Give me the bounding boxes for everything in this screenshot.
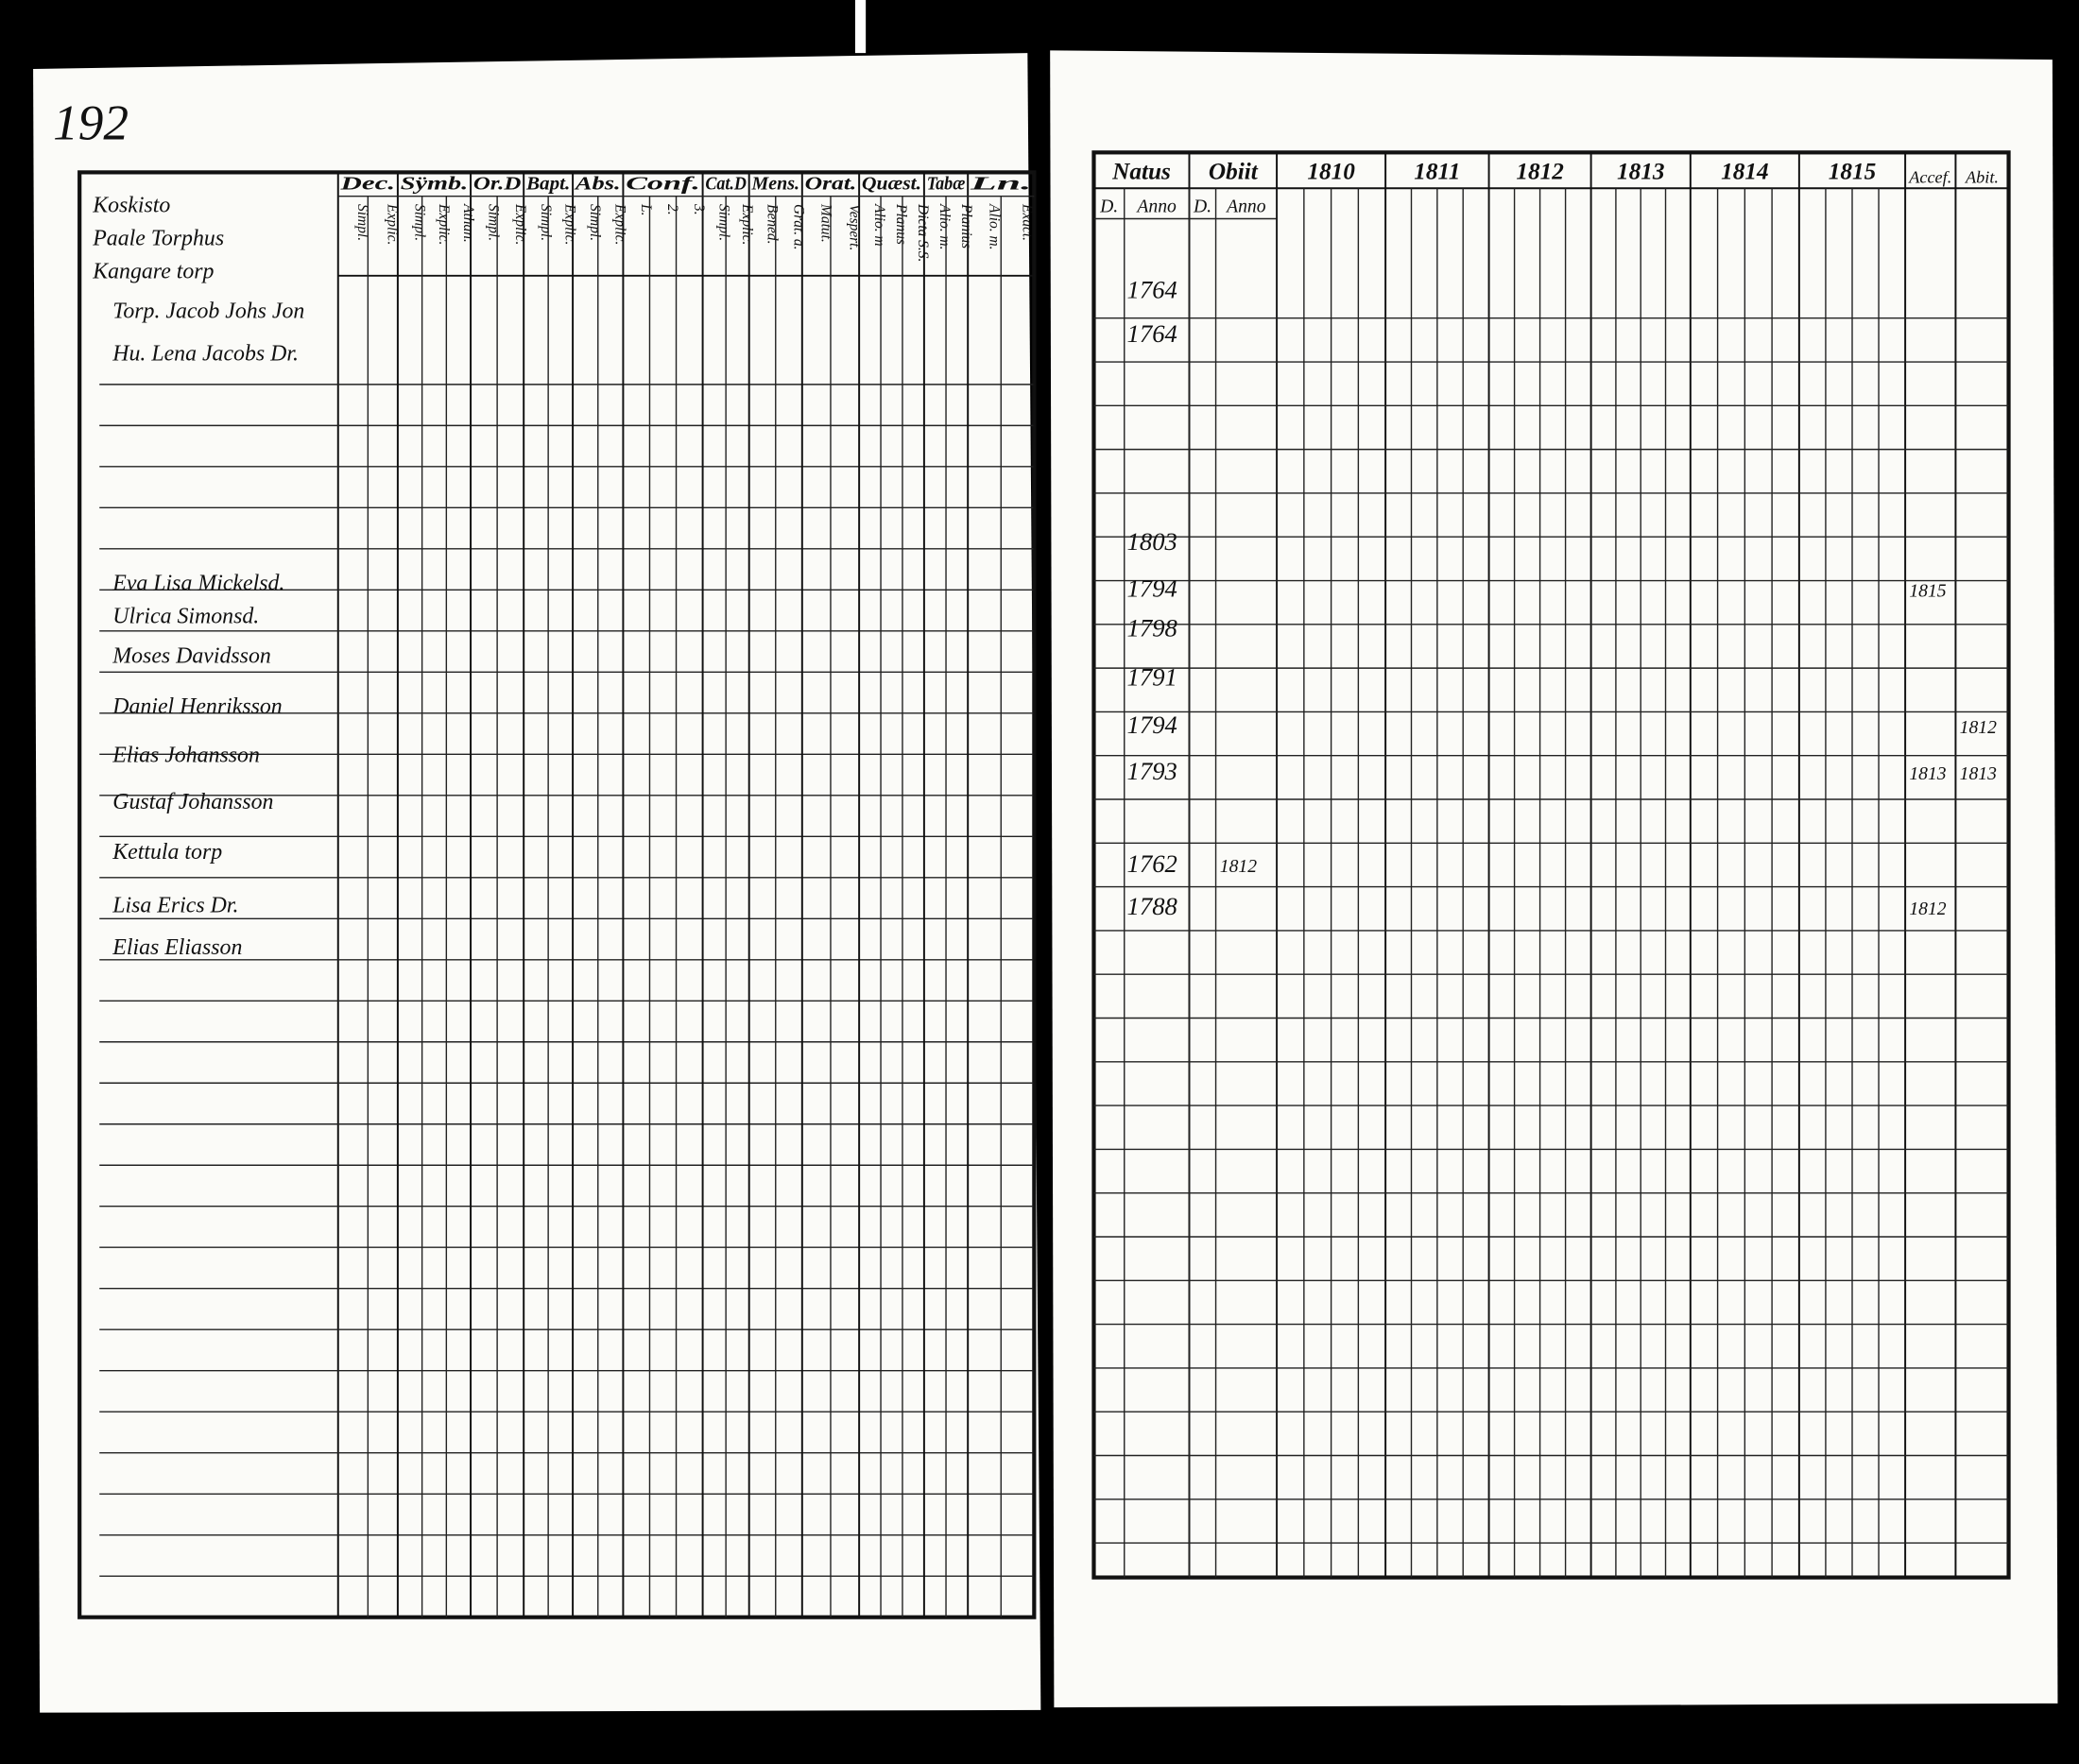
column-header: Quæst.	[862, 174, 921, 195]
departure-year: 1813	[1960, 763, 1997, 784]
column-header: Bapt.	[525, 174, 570, 195]
column-header: Cat.D	[705, 174, 746, 195]
sub-header: Simpl.	[354, 204, 370, 241]
column-header: Obiit	[1209, 158, 1259, 184]
column-header: Abit.	[1965, 168, 1999, 187]
birth-year: 1803	[1127, 527, 1177, 556]
sub-header: Alio. m.	[936, 203, 953, 249]
departure-year: 1812	[1960, 717, 1997, 738]
sub-header: Dicta S.S.	[915, 203, 931, 262]
sub-header: Alio. m	[871, 203, 887, 247]
person-name: Elias Eliasson	[112, 935, 242, 960]
spread: 192 Koskisto Paale Torphus Kangare torp Dec…	[33, 0, 2058, 1713]
place-label: Paale Torphus	[92, 227, 224, 251]
sub-header: Exact.	[1019, 203, 1035, 241]
sub-header: Explic.	[612, 203, 628, 245]
birth-year: 1794	[1127, 711, 1177, 739]
person-name: Moses Davidsson	[112, 644, 271, 669]
birth-year: 1794	[1127, 574, 1177, 602]
birth-year: 1764	[1127, 319, 1177, 348]
binding	[854, 0, 867, 54]
column-header: Natus	[1111, 158, 1171, 184]
sub-header: Planus	[893, 203, 909, 245]
person-name: Elias Johansson	[112, 744, 260, 768]
accession-year: 1812	[1909, 899, 1946, 919]
year-header: 1815	[1829, 158, 1876, 184]
person-name: Daniel Henriksson	[112, 694, 282, 719]
sub-header: Simpl.	[411, 204, 427, 241]
sub-header: Vespert.	[847, 204, 863, 250]
birth-year: 1764	[1127, 276, 1177, 304]
birth-year: 1793	[1127, 757, 1177, 785]
right-leaf	[1050, 50, 2058, 1708]
sub-header: Grat. a.	[790, 204, 806, 249]
column-header: Abs.	[573, 174, 620, 195]
column-header: Tabæ	[927, 174, 966, 195]
sub-header: Athan.	[460, 203, 476, 243]
year-header: 1812	[1516, 158, 1564, 184]
page-number: 192	[53, 94, 129, 150]
sub-header: Explic.	[436, 203, 452, 245]
year-header: 1814	[1721, 158, 1769, 184]
sub-header: Simpl.	[538, 204, 554, 241]
sub-header: D.	[1193, 196, 1211, 216]
person-name: Ulrica Simonsd.	[112, 604, 259, 628]
sub-header: Simpl.	[715, 204, 731, 241]
sub-header: Simpl.	[486, 204, 502, 241]
column-header: Accef.	[1908, 168, 1951, 187]
sub-header: Anno	[1225, 196, 1266, 216]
sub-header: Explic.	[562, 203, 578, 245]
column-header: Conf.	[626, 174, 700, 195]
person-name: Kettula torp	[112, 840, 222, 865]
column-header: Dec.	[339, 174, 395, 195]
year-header: 1811	[1414, 158, 1460, 184]
sub-header: Explic.	[385, 203, 401, 245]
place-label: Kangare torp	[92, 260, 214, 284]
year-header: 1810	[1307, 158, 1355, 184]
year-header: 1813	[1617, 158, 1665, 184]
left-leaf	[33, 53, 1041, 1713]
sub-header: Simpl.	[587, 204, 603, 241]
birth-year: 1791	[1127, 662, 1177, 691]
person-name: Torp. Jacob Johs Jon	[112, 300, 304, 324]
person-name: Hu. Lena Jacobs Dr.	[112, 342, 299, 367]
accession-year: 1813	[1909, 763, 1946, 784]
person-name: Eva Lisa Mickelsd.	[112, 571, 284, 595]
sub-header: 3.	[691, 203, 707, 215]
sub-header: Planius	[958, 203, 974, 248]
birth-year: 1762	[1127, 849, 1177, 878]
person-name: Gustaf Johansson	[112, 790, 273, 814]
column-header: Or.D	[473, 174, 522, 195]
person-name: Lisa Erics Dr.	[112, 893, 238, 917]
sub-header: Explic.	[739, 203, 755, 245]
column-header: Ln.	[969, 174, 1032, 195]
column-header: Orat.	[805, 174, 857, 195]
sub-header: Explic.	[512, 203, 528, 245]
accession-year: 1815	[1909, 580, 1946, 601]
sub-header: L.	[638, 203, 654, 215]
sub-header: Matut.	[818, 203, 834, 243]
place-label: Koskisto	[92, 193, 170, 217]
sub-header: Bened.	[764, 204, 780, 244]
birth-year: 1788	[1127, 892, 1178, 920]
sub-header: Alio. m.	[986, 203, 1002, 249]
sub-header: Anno	[1135, 196, 1177, 216]
column-header: Mens.	[750, 174, 799, 195]
sub-header: D.	[1099, 196, 1118, 216]
sub-header: 2.	[664, 204, 680, 215]
column-header: Sÿmb.	[401, 174, 469, 195]
death-year: 1812	[1220, 856, 1257, 877]
birth-year: 1798	[1127, 613, 1178, 642]
